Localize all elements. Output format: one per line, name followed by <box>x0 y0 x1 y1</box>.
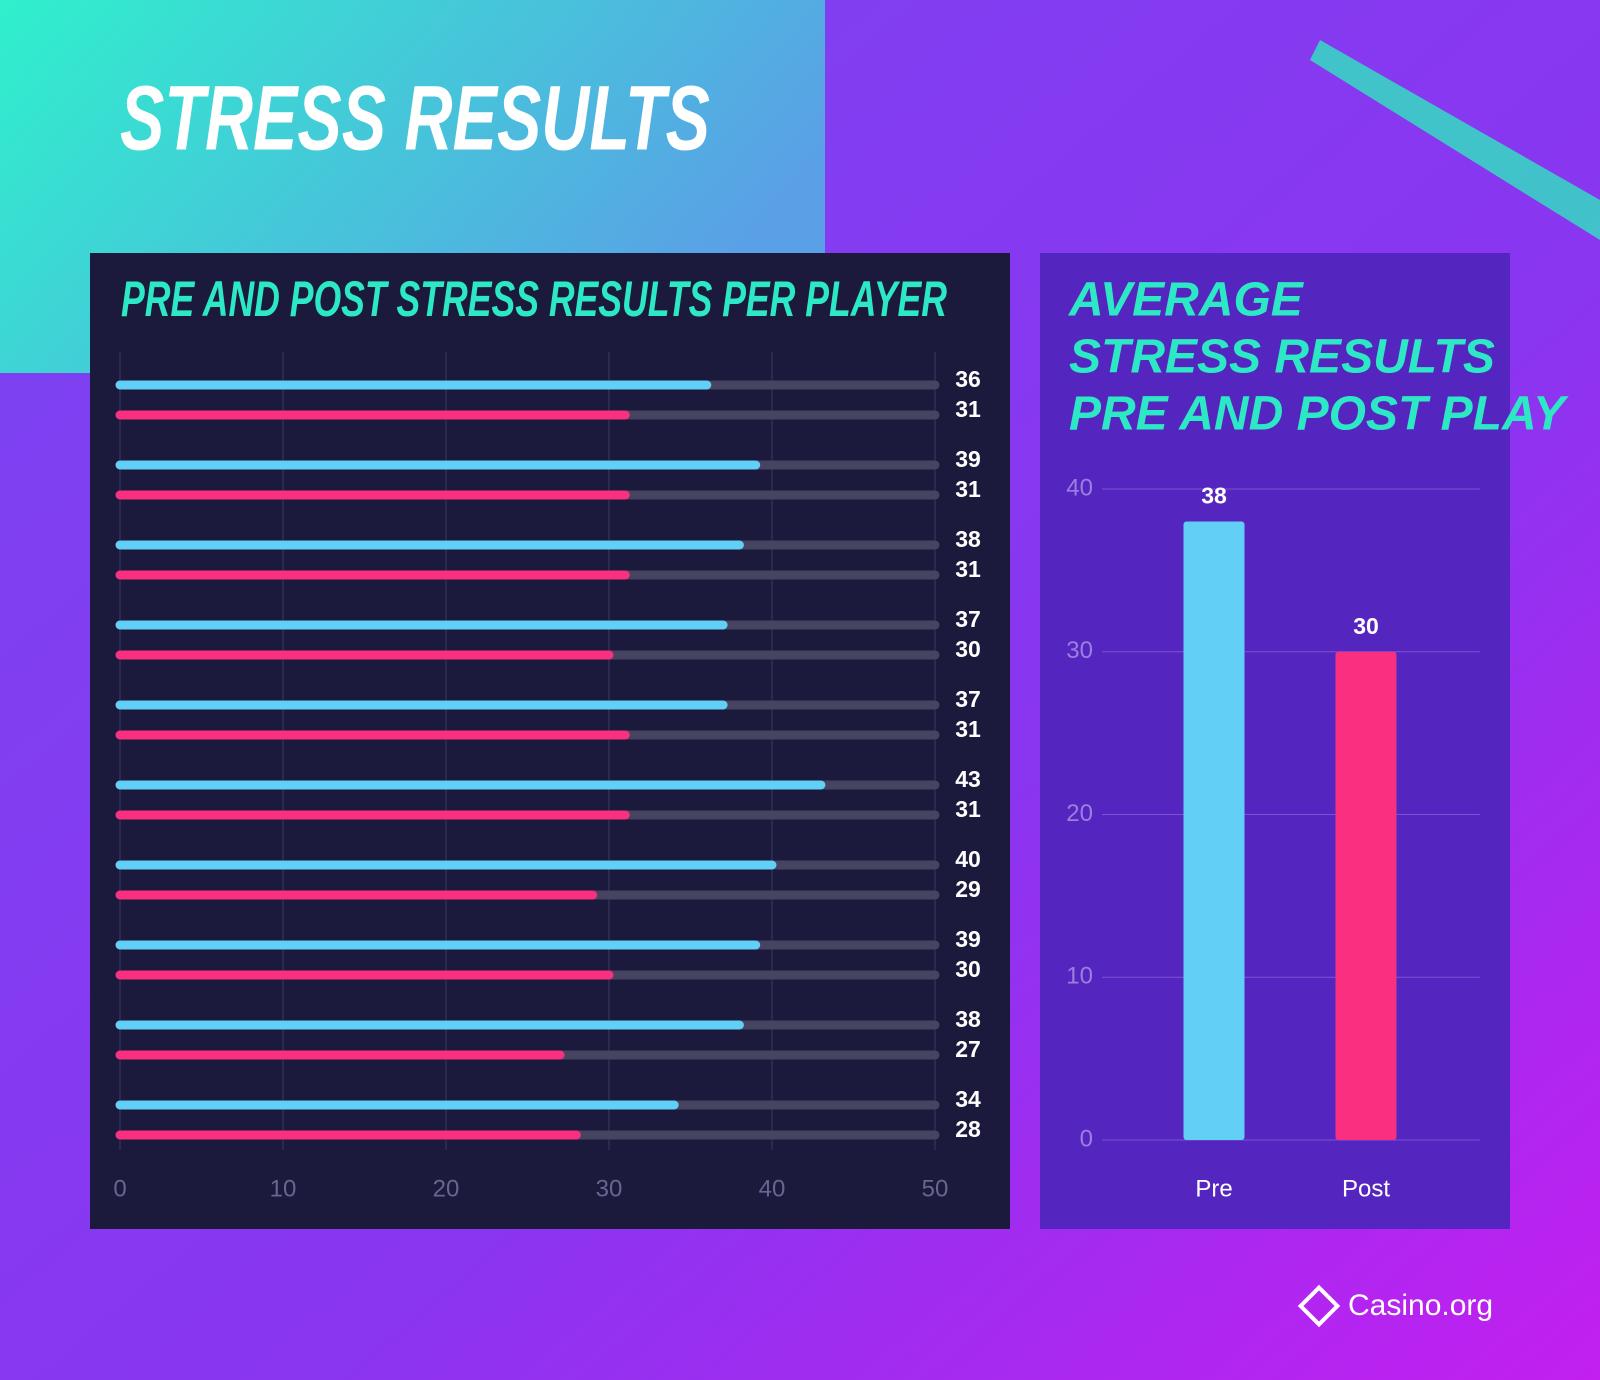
value-label: 30 <box>955 956 981 982</box>
x-tick-label: Pre <box>1195 1175 1232 1202</box>
value-label: 39 <box>955 446 981 472</box>
y-tick-label: 40 <box>1066 474 1093 501</box>
value-label: 40 <box>955 846 981 872</box>
value-label: 31 <box>955 556 981 582</box>
y-tick-label: 10 <box>1066 963 1093 990</box>
value-label: 27 <box>955 1036 981 1062</box>
bar <box>1335 651 1397 1140</box>
chart-title: AVERAGE <box>1068 274 1305 327</box>
chart-title: STRESS RESULTS <box>1069 331 1495 384</box>
value-label: 37 <box>955 606 981 632</box>
value-label: 38 <box>955 526 981 552</box>
chart-title: PRE AND POST PLAY <box>1069 388 1569 441</box>
value-label: 38 <box>1201 483 1227 509</box>
value-label: 30 <box>955 636 981 662</box>
value-label: 39 <box>955 926 981 952</box>
x-tick-label: 30 <box>596 1175 623 1202</box>
y-tick-label: 20 <box>1066 800 1093 827</box>
y-tick-label: 30 <box>1066 637 1093 664</box>
value-label: 34 <box>955 1086 981 1112</box>
value-label: 31 <box>955 476 981 502</box>
x-tick-label: 50 <box>922 1175 949 1202</box>
value-label: 31 <box>955 796 981 822</box>
page-title: STRESS RESULTS <box>120 67 710 169</box>
value-label: 29 <box>955 876 981 902</box>
value-label: 28 <box>955 1116 981 1142</box>
value-label: 43 <box>955 766 981 792</box>
chart-title: PRE AND POST STRESS RESULTS PER PLAYER <box>121 271 947 327</box>
panel-right <box>1040 253 1510 1229</box>
x-tick-label: 40 <box>759 1175 786 1202</box>
y-tick-label: 0 <box>1080 1125 1093 1152</box>
bar <box>1183 521 1245 1140</box>
panel-left <box>90 253 1010 1229</box>
x-tick-label: 0 <box>113 1175 126 1202</box>
brand-logo: Casino.org <box>1297 1284 1493 1328</box>
value-label: 37 <box>955 686 981 712</box>
value-label: 36 <box>955 366 981 392</box>
decor <box>1310 40 1600 240</box>
value-label: 38 <box>955 1006 981 1032</box>
value-label: 30 <box>1353 613 1379 639</box>
x-tick-label: Post <box>1342 1175 1390 1202</box>
value-label: 31 <box>955 396 981 422</box>
brand-name: Casino.org <box>1348 1289 1493 1322</box>
value-label: 31 <box>955 716 981 742</box>
x-tick-label: 20 <box>433 1175 460 1202</box>
x-tick-label: 10 <box>270 1175 297 1202</box>
